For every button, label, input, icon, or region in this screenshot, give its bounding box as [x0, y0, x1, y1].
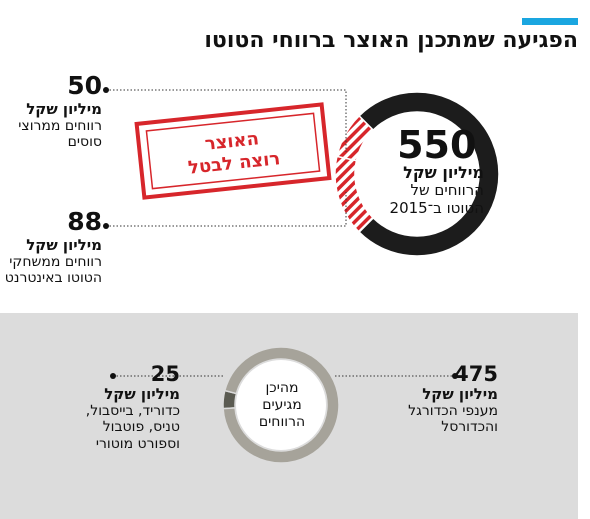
value-horse-racing: 50	[67, 71, 102, 100]
unit-other-sports: מיליון שקל	[104, 385, 180, 404]
leader-dot-other-sports	[110, 373, 116, 379]
desc-other-sports-2: טניס, פוטבול	[102, 419, 180, 436]
label-football: 475 מיליון שקל מענפי הכדורגל והכדורסל	[408, 362, 498, 436]
leader-dot-online-toto	[103, 223, 109, 229]
desc-horse-racing-2: סוסים	[67, 134, 102, 151]
revenue-donut	[334, 91, 500, 257]
value-online-toto: 88	[67, 207, 102, 236]
leader-dot-horse-racing	[103, 87, 109, 93]
revenue-slice-0	[334, 155, 375, 234]
leader-lines	[106, 89, 455, 377]
desc-football-1: מענפי הכדורגל	[408, 403, 498, 420]
desc-other-sports-1: כדוריד, בייסבול,	[85, 403, 180, 420]
desc-online-toto-2: הטוטו באינטרנט	[4, 270, 102, 287]
leader-dots	[103, 87, 458, 379]
sources-slice-1	[222, 346, 340, 464]
total-value: 550	[397, 123, 477, 167]
desc-other-sports-3: וספורט מוטורי	[95, 435, 180, 452]
sources-center-2: מגיעים	[262, 396, 302, 413]
desc-online-toto-1: רווחים ממשחקי	[9, 254, 102, 270]
revenue-slice-2	[358, 91, 500, 257]
sources-center-1: מהיכן	[265, 380, 299, 396]
sources-center-label: מהיכן מגיעים הרווחים	[228, 380, 336, 430]
total-revenue-label: 550 מיליון שקל הרווחים של הטוטו ב־2015	[390, 126, 484, 217]
value-other-sports: 25	[150, 362, 180, 386]
sources-donut	[222, 346, 340, 464]
total-desc-2: הטוטו ב־2015	[389, 198, 484, 217]
total-desc-1: הרווחים של	[410, 181, 484, 200]
unit-horse-racing: מיליון שקל	[26, 99, 102, 118]
leader-dot-football	[452, 373, 458, 379]
page-title: הפגיעה שמתכנן האוצר ברווחי הטוטו	[204, 28, 578, 53]
leader-line-online-toto	[106, 192, 347, 227]
sources-center-3: הרווחים	[258, 413, 306, 430]
unit-football: מיליון שקל	[422, 385, 498, 404]
sources-inner-disc	[236, 360, 326, 450]
label-other-sports: 25 מיליון שקל כדוריד, בייסבול, טניס, פוט…	[86, 362, 180, 452]
label-horse-racing: 50 מיליון שקל רווחים ממרוצי סוסים	[18, 71, 102, 151]
total-unit: מיליון שקל	[403, 163, 484, 182]
desc-football-2: והכדורסל	[441, 419, 498, 436]
treasury-stamp	[134, 102, 332, 200]
value-football: 475	[454, 362, 498, 386]
leader-line-horse-racing	[106, 89, 347, 152]
unit-online-toto: מיליון שקל	[26, 235, 102, 254]
desc-horse-racing-1: רווחים ממרוצי	[18, 118, 102, 134]
label-online-toto: 88 מיליון שקל רווחים ממשחקי הטוטו באינטר…	[4, 207, 102, 287]
accent-bar	[522, 18, 578, 25]
